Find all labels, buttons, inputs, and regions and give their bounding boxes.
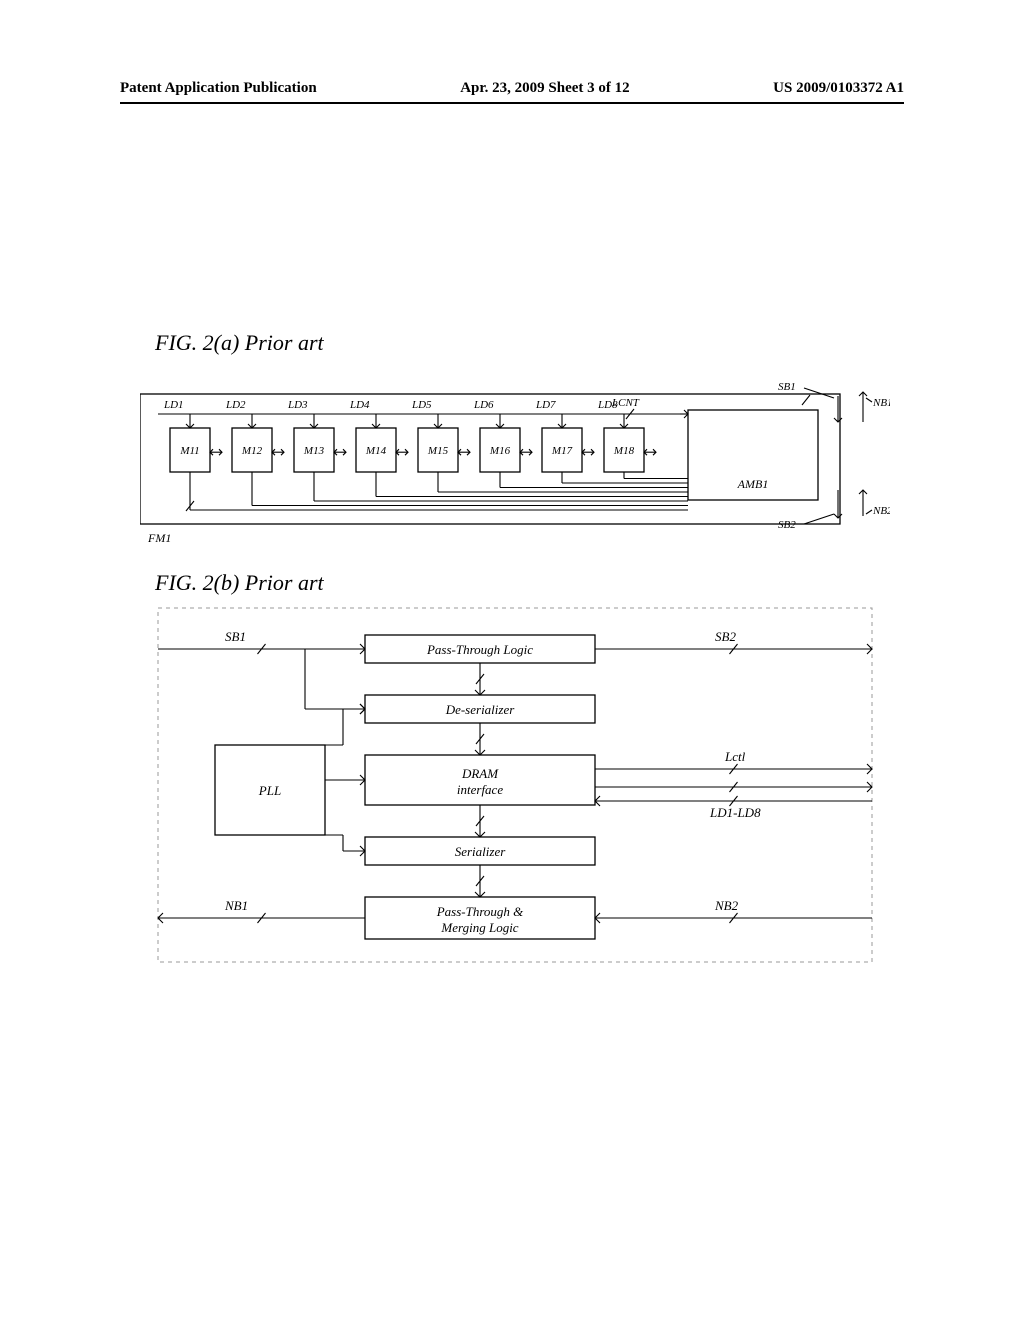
header-left: Patent Application Publication: [120, 80, 317, 97]
svg-text:LD4: LD4: [349, 399, 370, 411]
svg-text:SB1: SB1: [778, 381, 796, 393]
svg-text:LD5: LD5: [411, 399, 432, 411]
header-center: Apr. 23, 2009 Sheet 3 of 12: [460, 80, 629, 97]
svg-text:interface: interface: [457, 782, 503, 797]
svg-text:Merging Logic: Merging Logic: [440, 920, 518, 935]
svg-text:NB1: NB1: [872, 397, 890, 409]
svg-text:LD3: LD3: [287, 399, 308, 411]
svg-text:AMB1: AMB1: [737, 477, 769, 491]
header-right: US 2009/0103372 A1: [773, 80, 904, 97]
svg-text:LD2: LD2: [225, 399, 246, 411]
svg-text:DRAM: DRAM: [461, 766, 499, 781]
svg-text:SB1: SB1: [225, 629, 246, 644]
svg-text:PLL: PLL: [258, 783, 281, 798]
svg-text:NB2: NB2: [714, 898, 739, 913]
header-rule: [120, 102, 904, 104]
page-header: Patent Application Publication Apr. 23, …: [120, 80, 904, 97]
svg-text:LD7: LD7: [535, 399, 556, 411]
svg-text:SB2: SB2: [778, 519, 796, 531]
figure-2b-caption: FIG. 2(b) Prior art: [155, 570, 324, 596]
page: Patent Application Publication Apr. 23, …: [0, 0, 1024, 1320]
svg-text:NB1: NB1: [224, 898, 248, 913]
svg-text:Pass-Through &: Pass-Through &: [436, 904, 524, 919]
figure-2a-caption: FIG. 2(a) Prior art: [155, 330, 324, 356]
svg-text:LD8: LD8: [597, 399, 618, 411]
svg-text:M14: M14: [365, 445, 387, 457]
svg-text:LD6: LD6: [473, 399, 494, 411]
figure-2a-diagram: LCNTM11LD1M12LD2M13LD3M14LD4M15LD5M16LD6…: [140, 370, 890, 550]
svg-text:LD1: LD1: [163, 399, 184, 411]
svg-text:M18: M18: [613, 445, 635, 457]
svg-text:M11: M11: [179, 445, 199, 457]
svg-text:FM1: FM1: [147, 531, 171, 545]
svg-text:M17: M17: [551, 445, 573, 457]
svg-text:Pass-Through Logic: Pass-Through Logic: [426, 642, 533, 657]
svg-text:M13: M13: [303, 445, 325, 457]
svg-text:M16: M16: [489, 445, 511, 457]
svg-text:De-serializer: De-serializer: [445, 702, 516, 717]
svg-text:M15: M15: [427, 445, 449, 457]
svg-text:M12: M12: [241, 445, 263, 457]
svg-text:Lctl: Lctl: [724, 749, 746, 764]
svg-text:LD1-LD8: LD1-LD8: [709, 805, 761, 820]
svg-text:SB2: SB2: [715, 629, 736, 644]
figure-2b-diagram: PLL Pass-Through Logic De-serializer DRAMin…: [155, 605, 875, 985]
svg-text:NB2: NB2: [872, 505, 890, 517]
svg-text:Serializer: Serializer: [455, 844, 506, 859]
